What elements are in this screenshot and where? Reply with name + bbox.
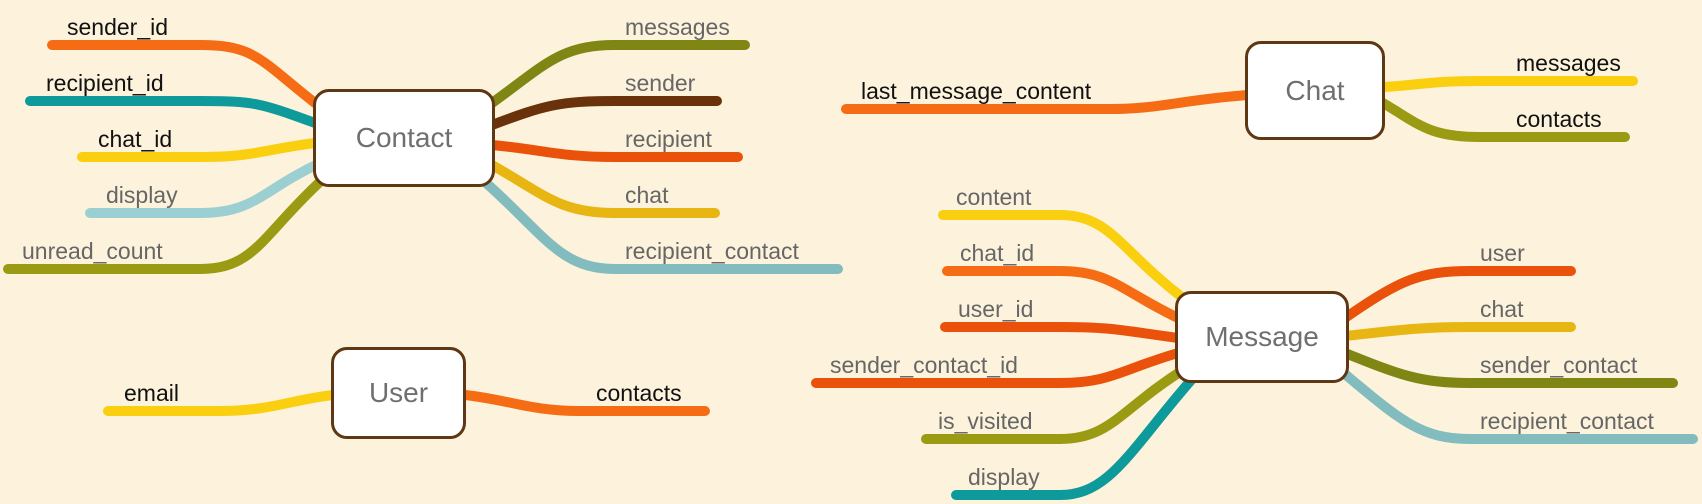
chat-field-contacts[interactable]: contacts xyxy=(1516,106,1602,132)
link-chat-contacts xyxy=(1378,98,1630,142)
link-contact-sender xyxy=(487,96,722,130)
entity-message[interactable]: Message xyxy=(1175,291,1349,383)
link-contact-recipient_contact xyxy=(480,177,843,274)
link-message-user_id xyxy=(940,322,1183,343)
entity-contact-label: Contact xyxy=(355,122,453,153)
entity-chat[interactable]: Chat xyxy=(1245,41,1385,140)
message-field-sender_contact[interactable]: sender_contact xyxy=(1480,352,1638,378)
link-contact-sender_id xyxy=(47,40,320,108)
contact-field-chat_id[interactable]: chat_id xyxy=(98,126,173,152)
contact-field-unread_count[interactable]: unread_count xyxy=(22,238,163,264)
entity-user[interactable]: User xyxy=(331,347,466,439)
message-field-chat_id[interactable]: chat_id xyxy=(960,240,1035,266)
contact-field-chat[interactable]: chat xyxy=(625,182,669,208)
link-message-sender_contact xyxy=(1340,348,1678,388)
contact-field-recipient_id[interactable]: recipient_id xyxy=(46,70,164,96)
link-message-user xyxy=(1340,266,1576,323)
link-contact-messages xyxy=(487,40,750,108)
link-message-chat xyxy=(1340,322,1576,341)
message-field-chat[interactable]: chat xyxy=(1480,296,1524,322)
entity-contact[interactable]: Contact xyxy=(313,89,495,187)
message-field-user[interactable]: user xyxy=(1480,240,1525,266)
link-chat-messages xyxy=(1378,76,1638,92)
link-message-is_visited xyxy=(921,365,1188,444)
contact-field-recipient_contact[interactable]: recipient_contact xyxy=(625,238,799,264)
user-field-email[interactable]: email xyxy=(124,380,179,406)
link-user-contacts xyxy=(460,390,710,416)
message-field-user_id[interactable]: user_id xyxy=(958,296,1034,322)
contact-field-sender[interactable]: sender xyxy=(625,70,696,96)
message-field-display[interactable]: display xyxy=(968,464,1040,490)
user-field-contacts[interactable]: contacts xyxy=(596,380,682,406)
contact-field-display[interactable]: display xyxy=(106,182,178,208)
message-field-content[interactable]: content xyxy=(956,184,1032,210)
message-field-sender_contact_id[interactable]: sender_contact_id xyxy=(830,352,1018,378)
message-field-recipient_contact[interactable]: recipient_contact xyxy=(1480,408,1654,434)
link-message-recipient_contact xyxy=(1335,365,1698,444)
link-message-content xyxy=(938,210,1188,303)
link-contact-recipient xyxy=(487,140,743,162)
link-contact-chat xyxy=(487,160,720,218)
entity-user-label: User xyxy=(368,377,429,408)
link-chat-last_message_content xyxy=(841,90,1253,114)
link-contact-display xyxy=(85,158,325,218)
message-field-is_visited[interactable]: is_visited xyxy=(938,408,1033,434)
link-message-sender_contact_id xyxy=(811,348,1183,388)
contact-field-messages[interactable]: messages xyxy=(625,14,730,40)
entity-message-label: Message xyxy=(1205,321,1319,352)
link-contact-chat_id xyxy=(77,138,320,162)
chat-field-last_message_content[interactable]: last_message_content xyxy=(861,78,1092,104)
link-contact-unread_count xyxy=(3,175,327,274)
link-message-display xyxy=(951,373,1198,500)
contact-field-sender_id[interactable]: sender_id xyxy=(67,14,169,40)
entity-chat-label: Chat xyxy=(1285,74,1345,106)
link-message-chat_id xyxy=(942,266,1183,323)
contact-field-recipient[interactable]: recipient xyxy=(625,126,712,152)
link-contact-recipient_id xyxy=(25,96,320,128)
chat-field-messages[interactable]: messages xyxy=(1516,50,1621,76)
link-user-email xyxy=(103,390,338,416)
